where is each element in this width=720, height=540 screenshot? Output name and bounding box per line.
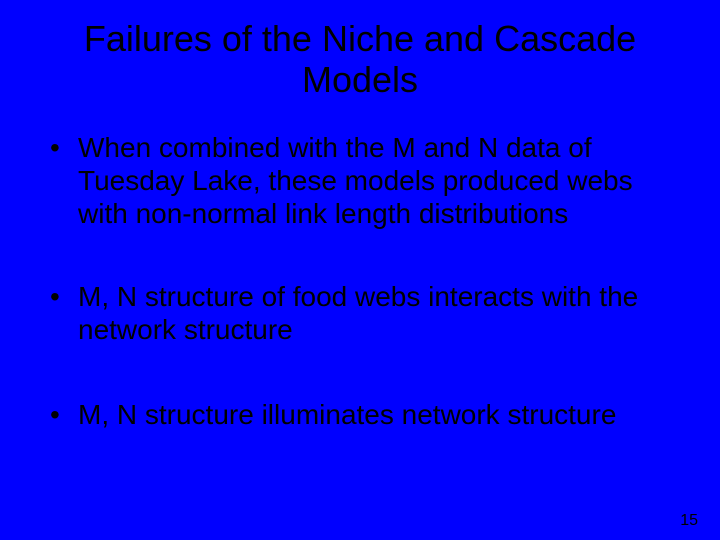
page-number: 15	[680, 512, 698, 530]
list-item: When combined with the M and N data of T…	[48, 131, 680, 230]
bullet-list: When combined with the M and N data of T…	[0, 131, 720, 431]
list-item: M, N structure illuminates network struc…	[48, 398, 680, 431]
slide-title: Failures of the Niche and Cascade Models	[0, 0, 720, 101]
slide: Failures of the Niche and Cascade Models…	[0, 0, 720, 540]
list-item: M, N structure of food webs interacts wi…	[48, 280, 680, 346]
